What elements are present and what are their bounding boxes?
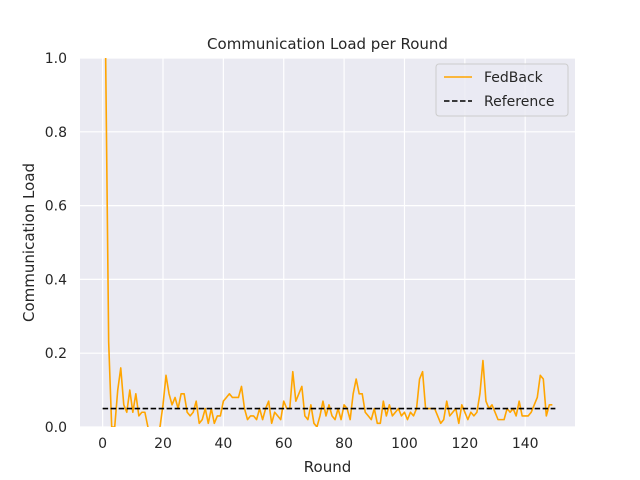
y-tick-label: 0.2 <box>45 346 67 362</box>
x-tick-label: 100 <box>391 436 418 452</box>
x-tick-label: 140 <box>512 436 539 452</box>
chart-title: Communication Load per Round <box>207 35 448 53</box>
x-axis-label: Round <box>304 458 351 476</box>
x-tick-label: 40 <box>214 436 232 452</box>
legend: FedBack Reference <box>435 63 569 117</box>
y-tick-label: 0.4 <box>45 272 67 288</box>
y-tick-label: 1.0 <box>45 51 67 67</box>
y-tick-label: 0.6 <box>45 199 67 215</box>
series-line-fedback <box>104 58 553 427</box>
y-tick-labels: 0.0 0.2 0.4 0.6 0.8 1.0 <box>45 51 67 436</box>
y-axis-label: Communication Load <box>20 163 38 322</box>
legend-label-fedback: FedBack <box>484 70 544 86</box>
x-tick-label: 120 <box>451 436 478 452</box>
series-layer <box>102 58 556 427</box>
x-tick-label: 60 <box>275 436 293 452</box>
x-tick-labels: 0 20 40 60 80 100 120 140 <box>98 436 538 452</box>
y-tick-label: 0.0 <box>45 420 67 436</box>
legend-label-reference: Reference <box>484 94 555 110</box>
x-tick-label: 20 <box>154 436 172 452</box>
y-tick-label: 0.8 <box>45 125 67 141</box>
grid <box>80 57 575 428</box>
x-tick-label: 0 <box>98 436 107 452</box>
x-tick-label: 80 <box>335 436 353 452</box>
